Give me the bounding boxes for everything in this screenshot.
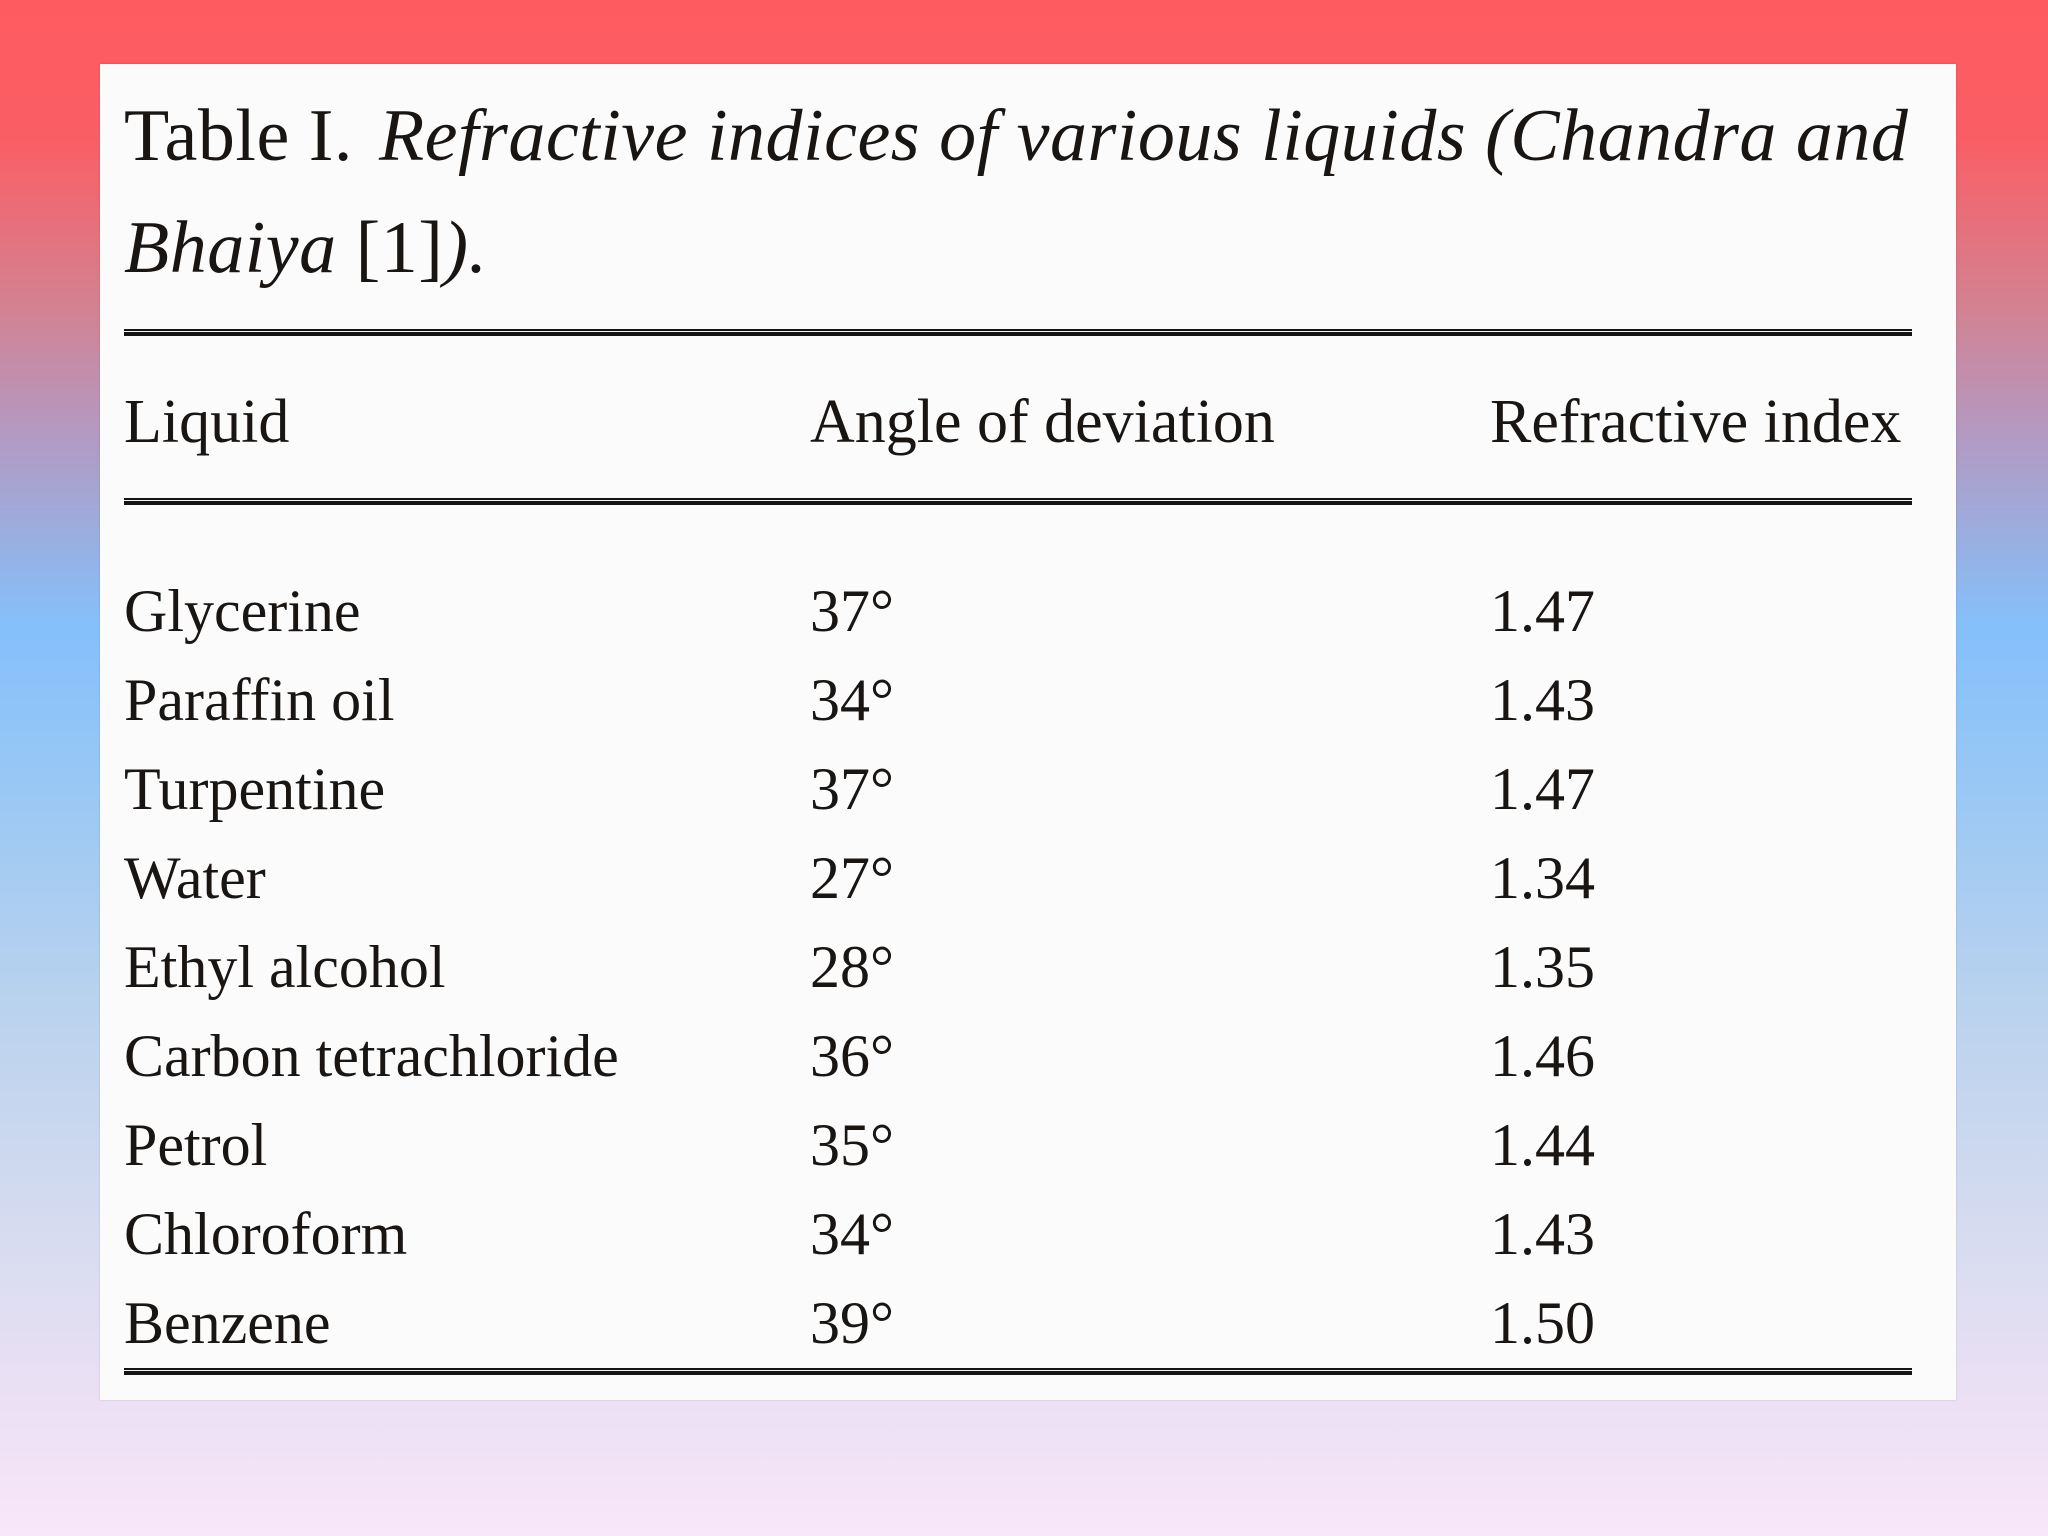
angle-cell: 27°: [810, 845, 894, 911]
liquid-cell: Glycerine: [124, 578, 361, 644]
index-cell: 1.35: [1490, 934, 1595, 1000]
caption-line-2: Bhaiya [1]).: [124, 192, 1912, 304]
caption-reference: [1]: [355, 207, 444, 289]
table-caption: Table I. Refractive indices of various li…: [124, 80, 1912, 304]
angle-cell: 37°: [810, 578, 894, 644]
liquid-cell: Carbon tetrachloride: [124, 1023, 619, 1089]
caption-label: Table I.: [124, 95, 353, 177]
index-cell: 1.44: [1490, 1112, 1595, 1178]
angle-cell: 35°: [810, 1112, 894, 1178]
table-row: Paraffin oil 34° 1.43: [124, 656, 1912, 745]
caption-title-part2: Bhaiya: [124, 207, 337, 289]
table-row: Water 27° 1.34: [124, 834, 1912, 923]
paper-scan-panel: Table I. Refractive indices of various li…: [100, 64, 1956, 1400]
table-header-row: Liquid Angle of deviation Refractive ind…: [124, 386, 1912, 458]
liquid-cell: Water: [124, 845, 266, 911]
column-header-angle: Angle of deviation: [810, 388, 1275, 456]
column-header-liquid: Liquid: [124, 388, 290, 456]
index-cell: 1.50: [1490, 1290, 1595, 1356]
index-cell: 1.47: [1490, 756, 1595, 822]
table-row: Chloroform 34° 1.43: [124, 1190, 1912, 1279]
table-row: Petrol 35° 1.44: [124, 1101, 1912, 1190]
liquid-cell: Paraffin oil: [124, 667, 395, 733]
table-row: Ethyl alcohol 28° 1.35: [124, 923, 1912, 1012]
liquid-cell: Chloroform: [124, 1201, 408, 1267]
table-body: Glycerine 37° 1.47 Paraffin oil 34° 1.43…: [124, 567, 1912, 1368]
caption-closing: ).: [443, 207, 488, 289]
table-row: Benzene 39° 1.50: [124, 1279, 1912, 1368]
angle-cell: 28°: [810, 934, 894, 1000]
table-rule-under-header: [124, 498, 1912, 505]
angle-cell: 37°: [810, 756, 894, 822]
index-cell: 1.43: [1490, 667, 1595, 733]
index-cell: 1.34: [1490, 845, 1595, 911]
angle-cell: 36°: [810, 1023, 894, 1089]
table-rule-top: [124, 329, 1912, 336]
caption-title-part1: Refractive indices of various liquids (C…: [378, 95, 1909, 177]
angle-cell: 39°: [810, 1290, 894, 1356]
angle-cell: 34°: [810, 1201, 894, 1267]
index-cell: 1.47: [1490, 578, 1595, 644]
caption-line-1: Table I. Refractive indices of various li…: [124, 80, 1912, 192]
liquid-cell: Turpentine: [124, 756, 386, 822]
liquid-cell: Petrol: [124, 1112, 268, 1178]
table-rule-bottom: [124, 1368, 1912, 1375]
table-row: Turpentine 37° 1.47: [124, 745, 1912, 834]
table-row: Glycerine 37° 1.47: [124, 567, 1912, 656]
index-cell: 1.46: [1490, 1023, 1595, 1089]
index-cell: 1.43: [1490, 1201, 1595, 1267]
liquid-cell: Benzene: [124, 1290, 331, 1356]
column-header-refractive-index: Refractive index: [1490, 388, 1902, 456]
table-row: Carbon tetrachloride 36° 1.46: [124, 1012, 1912, 1101]
liquid-cell: Ethyl alcohol: [124, 934, 446, 1000]
angle-cell: 34°: [810, 667, 894, 733]
